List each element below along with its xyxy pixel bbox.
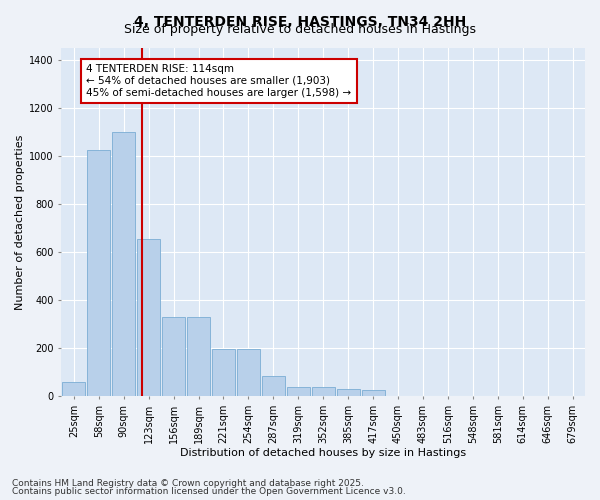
Text: Contains HM Land Registry data © Crown copyright and database right 2025.: Contains HM Land Registry data © Crown c… bbox=[12, 478, 364, 488]
Bar bbox=[287, 386, 310, 396]
Y-axis label: Number of detached properties: Number of detached properties bbox=[15, 134, 25, 310]
Text: Contains public sector information licensed under the Open Government Licence v3: Contains public sector information licen… bbox=[12, 487, 406, 496]
Text: 4, TENTERDEN RISE, HASTINGS, TN34 2HH: 4, TENTERDEN RISE, HASTINGS, TN34 2HH bbox=[134, 15, 466, 29]
X-axis label: Distribution of detached houses by size in Hastings: Distribution of detached houses by size … bbox=[180, 448, 466, 458]
Bar bbox=[312, 386, 335, 396]
Bar bbox=[237, 350, 260, 397]
Bar bbox=[162, 317, 185, 396]
Bar bbox=[262, 376, 285, 396]
Bar bbox=[88, 150, 110, 396]
Text: 4 TENTERDEN RISE: 114sqm
← 54% of detached houses are smaller (1,903)
45% of sem: 4 TENTERDEN RISE: 114sqm ← 54% of detach… bbox=[86, 64, 352, 98]
Bar bbox=[212, 350, 235, 397]
Bar bbox=[137, 238, 160, 396]
Bar bbox=[362, 390, 385, 396]
Bar bbox=[337, 389, 359, 396]
Bar bbox=[62, 382, 85, 396]
Text: Size of property relative to detached houses in Hastings: Size of property relative to detached ho… bbox=[124, 22, 476, 36]
Bar bbox=[112, 132, 135, 396]
Bar bbox=[187, 317, 210, 396]
